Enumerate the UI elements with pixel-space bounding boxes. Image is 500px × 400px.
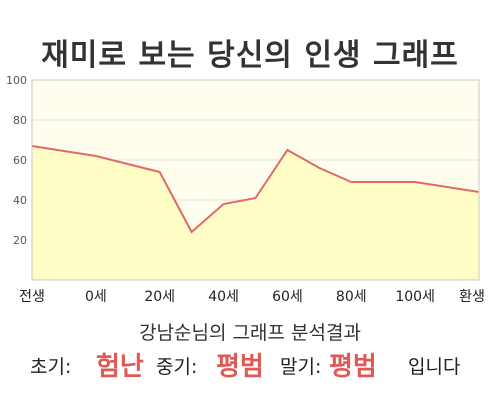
chart-title: 재미로 보는 당신의 인생 그래프 [41,38,459,73]
x-tick-label: 0세 [85,289,107,305]
x-axis-ticks: 전생 0세 20세 40세 60세 80세 100세 환생 [19,289,485,305]
early-value: 험난 [96,352,144,382]
mid-value: 평범 [216,352,264,382]
y-tick-label: 80 [13,114,27,127]
series-line [31,145,480,234]
late-label: 말기: [280,356,322,378]
y-tick-label: 60 [13,154,27,167]
x-tick-label: 20세 [144,289,175,305]
plot-border [31,79,480,281]
x-tick-label: 전생 [19,289,45,305]
y-tick-label: 100 [6,74,27,87]
verdict-suffix: 입니다 [408,356,461,378]
x-tick-label: 40세 [208,289,239,305]
x-tick-label: 80세 [336,289,367,305]
y-axis-ticks: 20 40 60 80 100 [6,74,27,247]
early-label: 초기: [30,356,72,378]
analysis-summary: 강남순님의 그래프 분석결과 [139,322,361,344]
life-graph-chart: 20 40 60 80 100 전생 0세 20세 40세 60세 80세 100세 환생 [6,74,485,305]
area-fill [32,146,479,280]
x-tick-label: 환생 [459,289,485,305]
x-tick-label: 60세 [272,289,303,305]
y-tick-label: 40 [13,194,27,207]
late-value: 평범 [329,352,377,382]
x-tick-label: 100세 [395,289,435,305]
mid-label: 중기: [156,356,198,378]
analysis-verdict: 초기: 험난 중기: 평범 말기: 평범 입니다 [0,344,500,384]
y-tick-label: 20 [13,234,27,247]
